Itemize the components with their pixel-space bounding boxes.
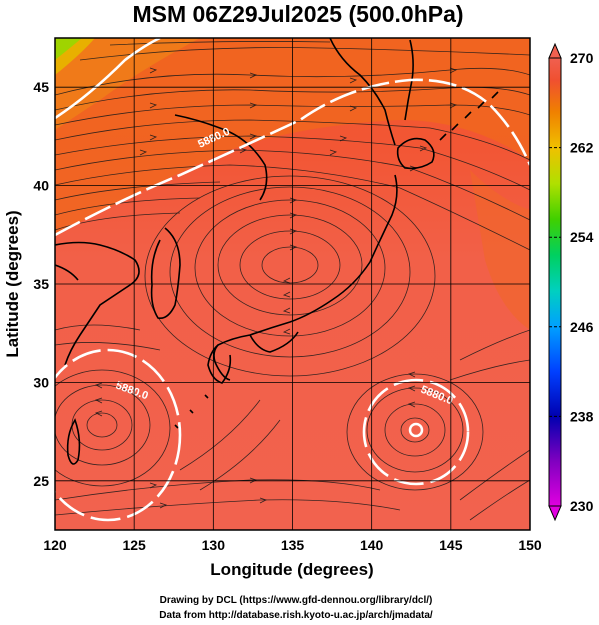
colorbar-tick-label: 246 xyxy=(570,319,594,335)
x-tick-label: 125 xyxy=(122,537,146,553)
colorbar-tick-label: 262 xyxy=(570,140,594,156)
credit-data: Data from http://database.rish.kyoto-u.a… xyxy=(159,610,433,621)
x-tick-label: 120 xyxy=(43,537,67,553)
credit-drawing: Drawing by DCL (https://www.gfd-dennou.o… xyxy=(160,595,433,606)
streamlines xyxy=(55,41,530,521)
y-tick-label: 45 xyxy=(33,79,49,95)
plot-frame xyxy=(54,37,531,531)
x-tick-label: 150 xyxy=(518,537,542,553)
y-tick-labels: 25 30 35 40 45 xyxy=(33,79,49,489)
map-title: MSM 06Z29Jul2025 (500.0hPa) xyxy=(132,1,463,27)
colorbar-tick-label: 238 xyxy=(570,408,594,424)
colorbar-gradient xyxy=(548,57,562,507)
y-tick-label: 30 xyxy=(33,374,49,390)
y-tick-label: 40 xyxy=(33,178,49,194)
x-axis-label: Longitude (degrees) xyxy=(210,560,373,579)
colorbar-top-arrow xyxy=(548,42,562,59)
x-tick-label: 140 xyxy=(360,537,384,553)
y-axis-label: Latitude (degrees) xyxy=(3,210,22,357)
x-tick-label: 135 xyxy=(281,537,305,553)
colorbar: 230 238 246 254 262 270 xyxy=(548,42,594,522)
y-tick-label: 25 xyxy=(33,473,49,489)
colorbar-tick-label: 270 xyxy=(570,50,594,66)
colorbar-ticks: 230 238 246 254 262 270 xyxy=(549,50,594,514)
x-tick-label: 130 xyxy=(202,537,226,553)
colorbar-tick-label: 230 xyxy=(570,498,594,514)
x-tick-label: 145 xyxy=(439,537,463,553)
y-tick-label: 35 xyxy=(33,276,49,292)
colorbar-tick-label: 254 xyxy=(570,229,594,245)
x-tick-labels: 120 125 130 135 140 145 150 xyxy=(43,537,542,553)
colorbar-bottom-arrow xyxy=(548,505,562,522)
contour-lines xyxy=(55,38,530,522)
